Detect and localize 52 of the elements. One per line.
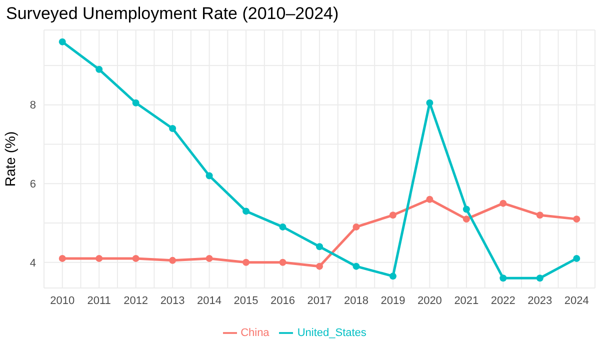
point (536, 212, 544, 219)
point (279, 223, 286, 230)
point (132, 99, 140, 106)
point (352, 223, 360, 230)
y-tick-label: 4 (30, 257, 36, 270)
point (206, 254, 213, 262)
x-tick-label: 2010 (50, 294, 75, 307)
y-tick-label: 8 (30, 100, 36, 112)
x-tick-label: 2013 (160, 294, 185, 307)
point (58, 254, 66, 262)
point (389, 212, 396, 219)
y-axis-title: Rate (%) (2, 131, 18, 187)
x-tick-label: 2014 (197, 294, 222, 307)
point (242, 208, 250, 215)
x-tick-label: 2011 (87, 294, 111, 307)
point (573, 254, 580, 262)
point (169, 124, 176, 132)
x-tick-label: 2019 (380, 294, 406, 307)
point (169, 256, 176, 264)
x-tick-label: 2023 (528, 294, 552, 307)
x-tick-label: 2015 (234, 294, 258, 307)
point (389, 272, 396, 280)
x-tick-label: 2016 (270, 294, 296, 307)
point (500, 274, 507, 282)
x-tick-label: 2012 (124, 294, 148, 307)
x-tick-label: 2024 (564, 294, 589, 307)
point (316, 262, 323, 270)
point (573, 216, 580, 223)
point (352, 262, 360, 270)
legend-label: United_States (297, 326, 366, 339)
point (279, 258, 286, 266)
point (316, 243, 323, 250)
point (58, 38, 66, 46)
chart-title: Surveyed Unemployment Rate (2010–2024) (6, 4, 339, 24)
point (132, 254, 140, 262)
point (462, 206, 470, 213)
x-tick-label: 2022 (490, 294, 516, 307)
point (96, 66, 103, 73)
point (96, 254, 103, 262)
point (536, 274, 544, 282)
y-tick-label: 6 (30, 178, 36, 191)
x-tick-label: 2017 (307, 294, 332, 307)
legend-label: China (240, 326, 270, 339)
point (426, 99, 434, 106)
x-tick-label: 2018 (344, 294, 368, 307)
point (426, 196, 434, 203)
point (462, 216, 470, 223)
point (242, 258, 250, 266)
point (206, 172, 213, 180)
point (500, 200, 507, 207)
x-tick-label: 2020 (417, 294, 442, 307)
x-tick-label: 2021 (454, 294, 479, 307)
